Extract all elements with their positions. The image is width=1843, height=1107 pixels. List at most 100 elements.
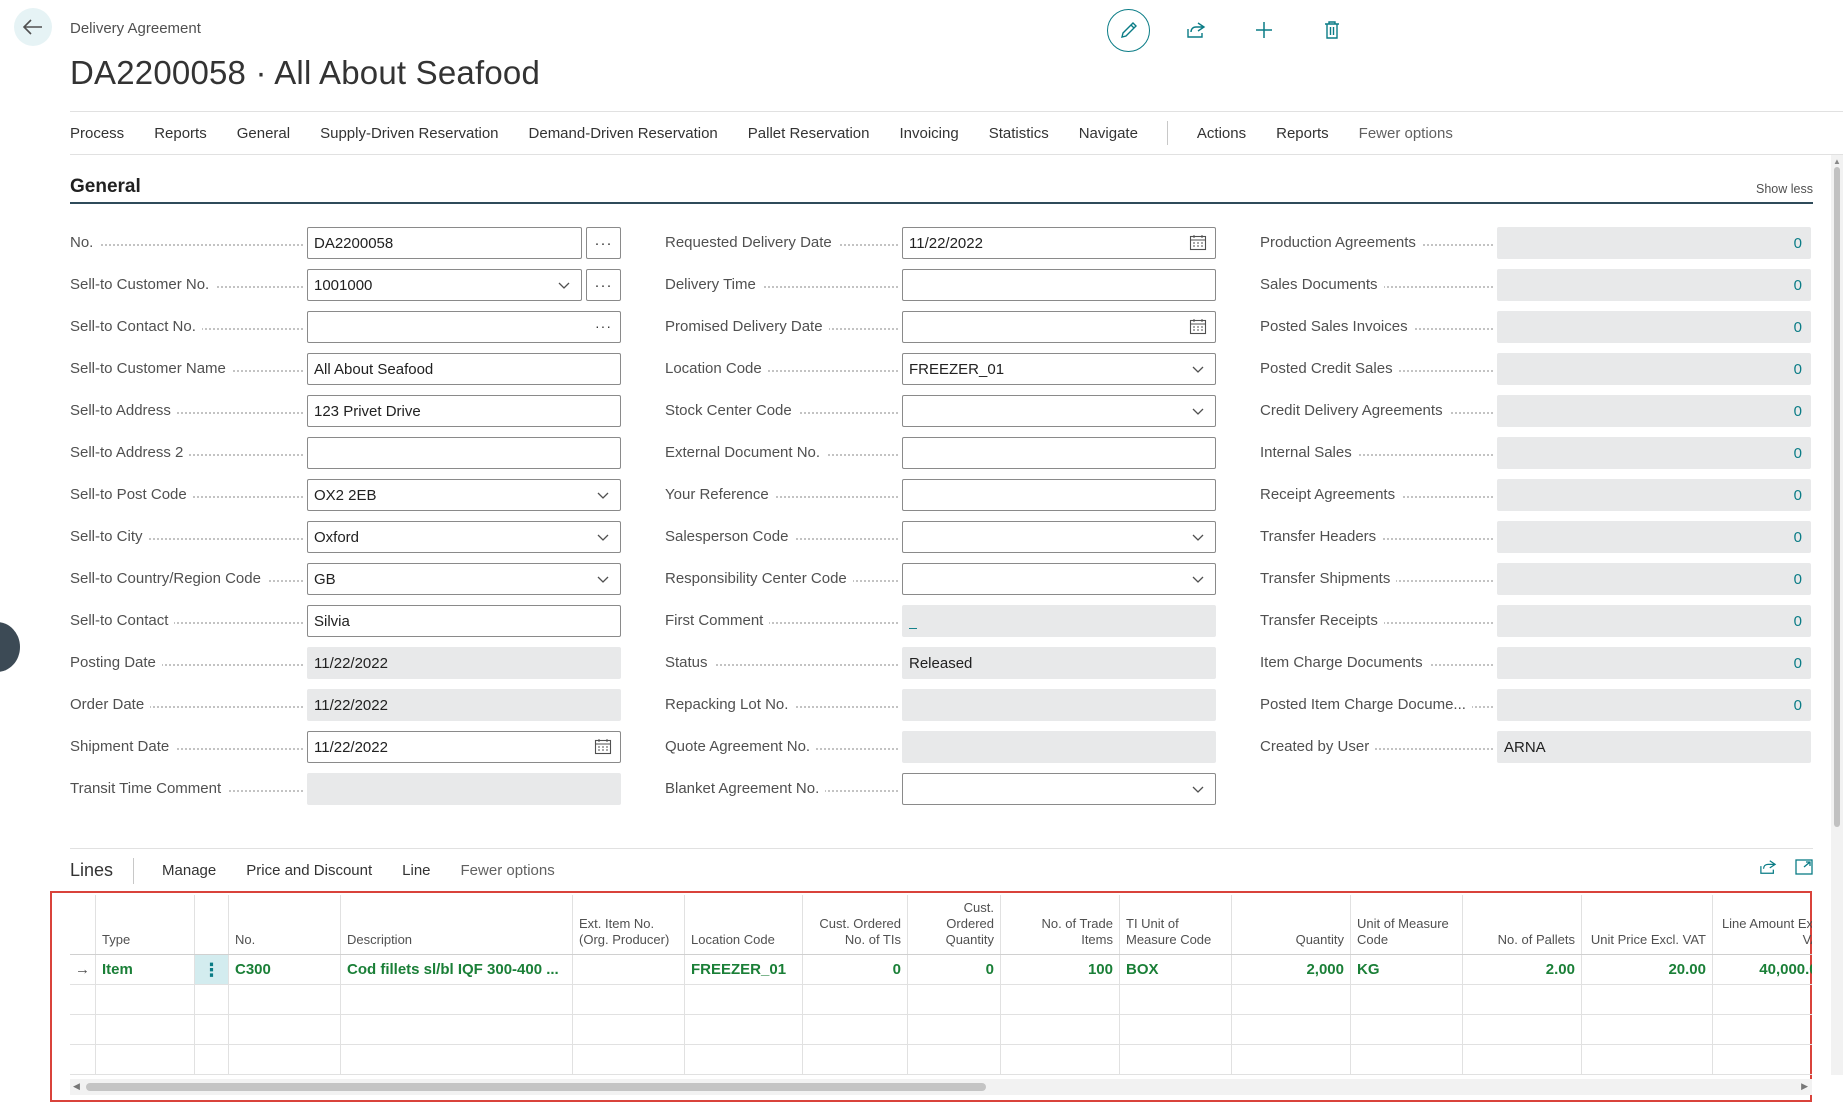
column-header-cust-ordered-tis[interactable]: Cust. Ordered No. of TIs xyxy=(803,895,908,954)
horizontal-scroll-thumb[interactable] xyxy=(86,1083,986,1091)
cell-cust-ordered-tis[interactable]: 0 xyxy=(803,955,908,984)
lines-tab-line[interactable]: Line xyxy=(402,862,431,879)
fewer-options-button[interactable]: Fewer options xyxy=(1358,124,1453,142)
stock-center-code-input[interactable] xyxy=(902,395,1216,427)
row-menu-icon[interactable]: ⋮ xyxy=(195,955,229,984)
posted-credit-sales-count[interactable]: 0 xyxy=(1497,353,1811,385)
chevron-down-icon[interactable] xyxy=(596,530,610,544)
cell-uom[interactable]: KG xyxy=(1351,955,1463,984)
vertical-scroll-thumb[interactable] xyxy=(1834,167,1840,827)
sell-to-address-2-input[interactable] xyxy=(307,437,621,469)
tab-pallet-reservation[interactable]: Pallet Reservation xyxy=(747,124,870,142)
table-row[interactable] xyxy=(70,1015,1812,1045)
calendar-icon[interactable] xyxy=(1189,234,1207,252)
column-header-ext-item-no[interactable]: Ext. Item No. (Org. Producer) xyxy=(573,895,685,954)
lines-title[interactable]: Lines xyxy=(70,860,114,880)
scroll-up-icon[interactable]: ▲ xyxy=(1833,157,1841,166)
posted-item-charge-documents-count[interactable]: 0 xyxy=(1497,689,1811,721)
responsibility-center-code-input[interactable] xyxy=(902,563,1216,595)
chevron-down-icon[interactable] xyxy=(1191,530,1205,544)
column-header-quantity[interactable]: Quantity xyxy=(1232,895,1351,954)
cell-type[interactable]: Item xyxy=(96,955,195,984)
horizontal-scrollbar[interactable]: ◀ ▶ xyxy=(70,1079,1812,1095)
chevron-down-icon[interactable] xyxy=(1191,782,1205,796)
sales-documents-count[interactable]: 0 xyxy=(1497,269,1811,301)
production-agreements-count[interactable]: 0 xyxy=(1497,227,1811,259)
column-header-uom[interactable]: Unit of Measure Code xyxy=(1351,895,1463,954)
sell-to-customer-no-input[interactable]: 1001000 xyxy=(307,269,582,301)
column-header-no[interactable]: No. xyxy=(229,895,341,954)
lines-tab-manage[interactable]: Manage xyxy=(162,862,217,879)
cell-no-trade-items[interactable]: 100 xyxy=(1001,955,1120,984)
tab-process[interactable]: Process xyxy=(70,124,125,142)
calendar-icon[interactable] xyxy=(1189,318,1207,336)
chevron-down-icon[interactable] xyxy=(1191,362,1205,376)
chevron-down-icon[interactable] xyxy=(596,572,610,586)
cell-ext-item-no[interactable] xyxy=(573,955,685,984)
internal-sales-count[interactable]: 0 xyxy=(1497,437,1811,469)
tab-supply-driven-reservation[interactable]: Supply-Driven Reservation xyxy=(320,124,499,142)
transfer-headers-count[interactable]: 0 xyxy=(1497,521,1811,553)
your-reference-input[interactable] xyxy=(902,479,1216,511)
blanket-agreement-no-input[interactable] xyxy=(902,773,1216,805)
column-header-unit-price[interactable]: Unit Price Excl. VAT xyxy=(1582,895,1713,954)
tab-reports-secondary[interactable]: Reports xyxy=(1276,124,1329,142)
table-row[interactable] xyxy=(70,1045,1812,1075)
sell-to-address-input[interactable]: 123 Privet Drive xyxy=(307,395,621,427)
tab-navigate[interactable]: Navigate xyxy=(1078,124,1138,142)
sell-to-city-input[interactable]: Oxford xyxy=(307,521,621,553)
sell-to-country-region-input[interactable]: GB xyxy=(307,563,621,595)
tab-actions[interactable]: Actions xyxy=(1196,124,1247,142)
lines-fewer-options-button[interactable]: Fewer options xyxy=(460,862,555,879)
requested-delivery-date-input[interactable]: 11/22/2022 xyxy=(902,227,1216,259)
new-button[interactable] xyxy=(1242,8,1286,52)
first-comment-value[interactable]: _ xyxy=(902,605,1216,637)
side-panel-handle[interactable] xyxy=(0,622,20,672)
tab-general[interactable]: General xyxy=(236,124,291,142)
transfer-receipts-count[interactable]: 0 xyxy=(1497,605,1811,637)
table-row[interactable] xyxy=(70,985,1812,1015)
cell-line-amount[interactable]: 40,000.00 xyxy=(1713,955,1812,984)
transfer-shipments-count[interactable]: 0 xyxy=(1497,563,1811,595)
chevron-down-icon[interactable] xyxy=(557,278,571,292)
edit-button[interactable] xyxy=(1107,8,1150,52)
scroll-right-icon[interactable]: ▶ xyxy=(1801,1081,1808,1091)
ellipsis-icon[interactable]: ··· xyxy=(595,318,612,334)
delete-button[interactable] xyxy=(1310,8,1354,52)
tab-demand-driven-reservation[interactable]: Demand-Driven Reservation xyxy=(528,124,718,142)
column-header-ti-uom[interactable]: TI Unit of Measure Code xyxy=(1120,895,1232,954)
item-charge-documents-count[interactable]: 0 xyxy=(1497,647,1811,679)
credit-delivery-agreements-count[interactable]: 0 xyxy=(1497,395,1811,427)
cell-ti-uom[interactable]: BOX xyxy=(1120,955,1232,984)
share-button[interactable] xyxy=(1174,8,1218,52)
column-header-location-code[interactable]: Location Code xyxy=(685,895,803,954)
sell-to-customer-assist-button[interactable]: ··· xyxy=(586,269,621,301)
sell-to-customer-name-input[interactable]: All About Seafood xyxy=(307,353,621,385)
column-header-cust-ordered-qty[interactable]: Cust. Ordered Quantity xyxy=(908,895,1001,954)
chevron-down-icon[interactable] xyxy=(1191,572,1205,586)
shipment-date-input[interactable]: 11/22/2022 xyxy=(307,731,621,763)
lines-expand-button[interactable] xyxy=(1795,859,1813,880)
calendar-icon[interactable] xyxy=(594,738,612,756)
column-header-line-amount[interactable]: Line Amount Excl. VAT xyxy=(1713,895,1812,954)
tab-invoicing[interactable]: Invoicing xyxy=(899,124,959,142)
cell-no[interactable]: C300 xyxy=(229,955,341,984)
salesperson-code-input[interactable] xyxy=(902,521,1216,553)
chevron-down-icon[interactable] xyxy=(1191,404,1205,418)
sell-to-contact-input[interactable]: Silvia xyxy=(307,605,621,637)
cell-cust-ordered-qty[interactable]: 0 xyxy=(908,955,1001,984)
receipt-agreements-count[interactable]: 0 xyxy=(1497,479,1811,511)
cell-description[interactable]: Cod fillets sl/bl IQF 300-400 ... xyxy=(341,955,573,984)
posted-sales-invoices-count[interactable]: 0 xyxy=(1497,311,1811,343)
section-title-general[interactable]: General xyxy=(70,176,141,197)
sell-to-post-code-input[interactable]: OX2 2EB xyxy=(307,479,621,511)
chevron-down-icon[interactable] xyxy=(596,488,610,502)
scroll-left-icon[interactable]: ◀ xyxy=(73,1081,80,1091)
tab-statistics[interactable]: Statistics xyxy=(988,124,1049,142)
lines-share-button[interactable] xyxy=(1759,859,1777,880)
show-less-button[interactable]: Show less xyxy=(1756,182,1813,196)
lines-tab-price-and-discount[interactable]: Price and Discount xyxy=(246,862,373,879)
location-code-input[interactable]: FREEZER_01 xyxy=(902,353,1216,385)
column-header-no-pallets[interactable]: No. of Pallets xyxy=(1463,895,1582,954)
table-row[interactable]: → Item ⋮ C300 Cod fillets sl/bl IQF 300-… xyxy=(70,955,1812,985)
